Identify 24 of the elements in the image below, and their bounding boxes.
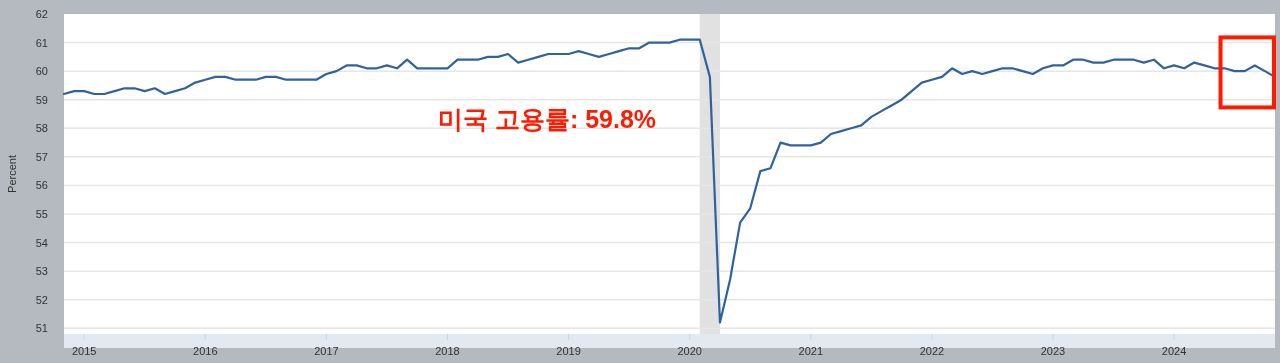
y-tick-label: 51: [35, 322, 48, 335]
x-tick-label: 2016: [193, 345, 218, 357]
y-tick-label: 58: [35, 122, 48, 135]
annotation: 미국 고용률: 59.8%: [438, 105, 657, 133]
y-tick-label: 54: [35, 236, 48, 249]
x-tick-label: 2018: [435, 345, 460, 357]
y-tick-label: 52: [35, 293, 48, 306]
x-tick-label: 2024: [1161, 345, 1187, 357]
y-tick-label: 59: [35, 93, 48, 106]
x-tick-label: 2020: [677, 345, 702, 357]
x-tick-label: 2021: [798, 345, 824, 357]
y-tick-label: 57: [35, 150, 48, 163]
x-tick-label: 2015: [71, 345, 97, 357]
y-tick-label: 60: [35, 65, 48, 78]
x-tick-label: 2019: [556, 345, 581, 357]
x-tick-label: 2022: [919, 345, 945, 357]
y-tick-label: 61: [35, 36, 48, 49]
x-tick-label: 2017: [314, 345, 339, 357]
x-tick-label: 2023: [1040, 345, 1066, 357]
y-tick-label: 55: [35, 208, 48, 220]
y-tick-label: 56: [35, 179, 48, 192]
y-axis-title: Percent: [6, 155, 18, 193]
y-tick-label: 62: [35, 8, 48, 20]
y-tick-label: 53: [35, 265, 48, 278]
